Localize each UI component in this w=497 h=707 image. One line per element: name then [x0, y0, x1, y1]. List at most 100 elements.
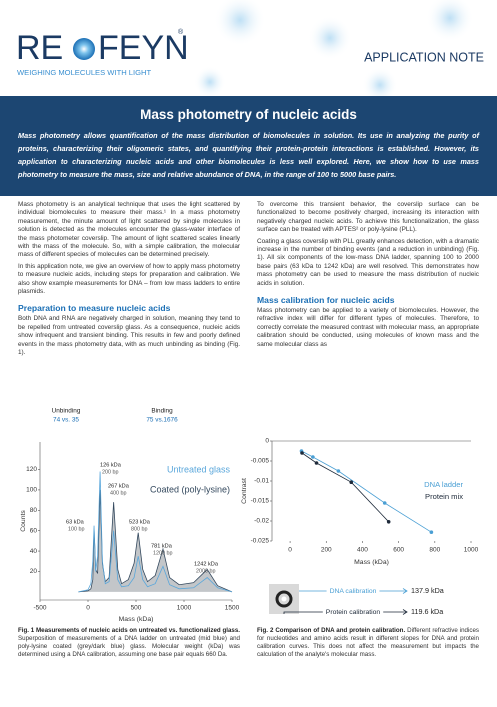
caption-text: Superposition of measurements of a DNA l…	[18, 635, 240, 658]
event-value: 74 vs. 35	[53, 417, 79, 424]
decor	[362, 67, 398, 96]
peak-sublabel: 2000 bp	[196, 568, 216, 574]
peak-sublabel: 400 bp	[110, 490, 127, 496]
line	[301, 452, 389, 523]
point	[429, 530, 434, 534]
abstract: Mass photometry allows quantification of…	[18, 131, 479, 179]
peak-label: 781 kDa	[151, 543, 173, 549]
y-tick-label: -0.01	[254, 478, 269, 485]
calibration-result: 119.6 kDa	[411, 607, 443, 616]
x-tick-label: 400	[357, 547, 368, 554]
tagline: WEIGHING MOLECULES WITH LIGHT	[17, 68, 152, 77]
peak-label: 1242 kDa	[194, 561, 219, 567]
peak-label: 523 kDa	[129, 519, 151, 525]
image-ring	[275, 590, 293, 608]
legend-entry: Untreated glass	[167, 464, 231, 474]
y-tick-label: -0.025	[251, 538, 270, 545]
title-band: Mass photometry of nucleic acids Mass ph…	[0, 96, 497, 196]
x-tick-label: 0	[86, 605, 90, 612]
logo-dot	[73, 38, 95, 60]
y-tick-label: 120	[26, 466, 37, 473]
point	[349, 480, 354, 484]
y-tick-label: 40	[30, 548, 38, 555]
legend-entry: Protein mix	[425, 492, 463, 501]
decor	[426, 0, 474, 42]
heading: Mass calibration for nucleic acids	[257, 295, 395, 306]
decor	[194, 66, 226, 96]
line	[78, 471, 233, 593]
calibration-result: 137.9 kDa	[411, 586, 444, 595]
logo: RE	[16, 29, 63, 67]
line	[301, 450, 432, 533]
y-axis-label: Contrast	[241, 478, 248, 504]
logo-mark: ®	[178, 28, 184, 36]
x-tick-label: 600	[393, 547, 404, 554]
x-tick-label: 500	[131, 605, 142, 612]
right-column: To overcome this transient behavior, the…	[257, 201, 479, 352]
point	[336, 469, 341, 473]
y-tick-label: 80	[30, 507, 38, 514]
peak-label: 63 kDa	[66, 519, 85, 525]
header: RE FEYN ® WEIGHING MOLECULES WITH LIGHT …	[16, 0, 484, 96]
left-column: Mass photometry is an analytical techniq…	[18, 201, 240, 361]
x-tick-label: 800	[429, 547, 440, 554]
caption-title: Fig. 1 Measurements of nucleic acids on …	[18, 627, 240, 634]
legend-entry: Coated (poly-lysine)	[150, 484, 230, 494]
point	[300, 451, 304, 455]
x-axis-label: Mass (kDa)	[354, 559, 389, 566]
caption-text: Different refractive indices for nucleot…	[257, 627, 479, 658]
x-axis-label: Mass (kDa)	[119, 616, 154, 623]
paragraph: Both DNA and RNA are negatively charged …	[18, 315, 240, 357]
paragraph: Mass photometry is an analytical techniq…	[18, 201, 240, 259]
event-label: Binding	[151, 408, 173, 415]
event-value: 75 vs.1676	[146, 417, 178, 424]
calibration-diagram: DNA calibration 137.9 kDa Protein calibrat…	[269, 584, 444, 616]
x-tick-label: -500	[33, 605, 46, 612]
caption: Fig. 1 Measurements of nucleic acids on …	[18, 627, 240, 659]
heading: Preparation to measure nucleic acids	[18, 303, 171, 314]
y-tick-label: -0.02	[254, 518, 269, 525]
y-tick-label: -0.005	[251, 458, 270, 465]
point	[386, 520, 391, 524]
image-center	[281, 596, 287, 602]
peak-sublabel: 800 bp	[131, 526, 148, 532]
peak-sublabel: 200 bp	[102, 469, 119, 475]
decor	[214, 0, 266, 46]
y-tick-label: 0	[265, 438, 269, 445]
event-label: Unbinding	[52, 408, 81, 415]
arrow	[379, 588, 408, 594]
peak-sublabel: 1200 bp	[153, 550, 173, 556]
x-tick-label: 1500	[225, 605, 240, 612]
caption: Fig. 2 Comparison of DNA and protein cal…	[257, 627, 479, 659]
x-tick-label: 1000	[464, 547, 479, 554]
peak-label: 267 kDa	[108, 483, 130, 489]
arrow	[383, 609, 408, 615]
paragraph: Mass photometry can be applied to a vari…	[257, 307, 479, 348]
caption-title: Fig. 2 Comparison of DNA and protein cal…	[257, 627, 406, 634]
connector	[283, 611, 323, 614]
paragraph: In this application note, we give an ove…	[18, 262, 240, 296]
figure-1: 20 40 60 80 100 120 -500 0 500 1000 1500 Mass (kDa)…	[20, 408, 240, 623]
doc-label: APPLICATION NOTE	[364, 50, 484, 64]
y-tick-label: 100	[26, 487, 37, 494]
peak-sublabel: 100 bp	[68, 526, 85, 532]
peak-label: 126 kDa	[100, 462, 122, 468]
decor	[308, 16, 352, 60]
y-tick-label: 60	[30, 527, 38, 534]
paragraph: To overcome this transient behavior, the…	[257, 201, 479, 234]
calibration-label: Protein calibration	[326, 609, 381, 616]
point	[314, 461, 319, 465]
x-tick-label: 200	[321, 547, 332, 554]
figure-2: 0 -0.005 -0.01 -0.015 -0.02 -0.025 0 200 400 600 8…	[241, 438, 479, 566]
point	[382, 501, 387, 505]
y-axis-label: Counts	[20, 510, 27, 532]
point	[311, 455, 315, 459]
paragraph: Coating a glass coverslip with PLL great…	[257, 237, 479, 287]
legend-entry: DNA ladder	[424, 480, 463, 489]
title: Mass photometry of nucleic acids	[140, 107, 357, 122]
y-tick-label: 20	[30, 568, 38, 575]
y-tick-label: -0.015	[251, 498, 270, 505]
calibration-label: DNA calibration	[330, 588, 377, 595]
x-tick-label: 0	[288, 547, 292, 554]
